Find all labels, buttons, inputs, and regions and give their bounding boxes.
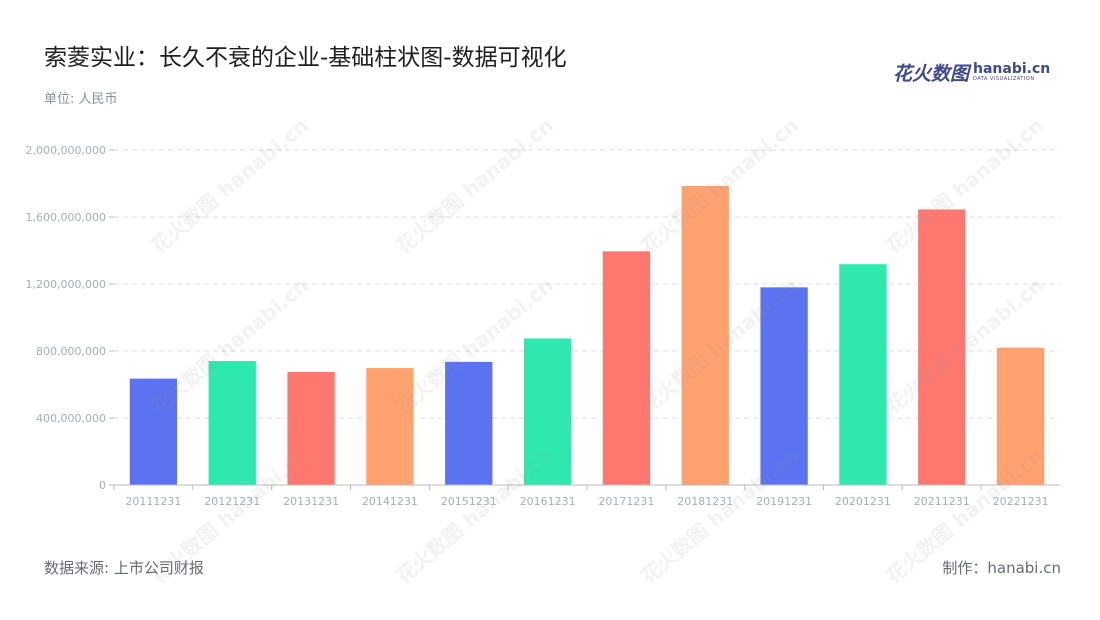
y-tick-label: 0	[99, 479, 106, 492]
x-tick-label: 20121231	[204, 495, 260, 508]
brand-logo: 花火数图 hanabi.cn DATA VISUALIZATION	[893, 58, 1050, 86]
chart-title: 索菱实业：长久不衰的企业-基础柱状图-数据可视化	[44, 45, 567, 71]
bars	[129, 186, 1045, 485]
bar-20141231[interactable]	[366, 368, 414, 485]
x-tick-label: 20111231	[125, 495, 181, 508]
y-axis-ticks: 0 400,000,000 800,000,000 1,200,000,000 1,60…	[26, 144, 114, 492]
x-tick-label: 20181231	[677, 495, 733, 508]
y-tick-label: 400,000,000	[36, 412, 106, 425]
bar-20191231[interactable]	[760, 287, 808, 485]
x-tick-label: 20221231	[993, 495, 1049, 508]
credit-text: 制作：hanabi.cn	[942, 559, 1061, 577]
bar-20211231[interactable]	[918, 209, 966, 485]
y-tick-label: 800,000,000	[36, 345, 106, 358]
bar-20171231[interactable]	[602, 251, 651, 485]
bar-20221231[interactable]	[996, 347, 1045, 485]
bar-20201231[interactable]	[839, 264, 887, 485]
y-tick-label: 1,600,000,000	[26, 211, 106, 224]
bar-20181231[interactable]	[681, 186, 729, 485]
x-tick-label: 20151231	[441, 495, 497, 508]
logo-en-block: hanabi.cn DATA VISUALIZATION	[973, 62, 1050, 82]
grid-lines	[114, 149, 1060, 419]
logo-en-text: hanabi.cn	[973, 61, 1051, 77]
logo-en-subtext: DATA VISUALIZATION	[973, 76, 1035, 82]
x-tick-label: 20201231	[835, 495, 891, 508]
y-tick-label: 2,000,000,000	[26, 144, 106, 157]
bar-20121231[interactable]	[208, 361, 256, 485]
x-tick-label: 20191231	[756, 495, 812, 508]
data-source: 数据来源: 上市公司财报	[44, 559, 204, 577]
x-tick-label: 20141231	[362, 495, 418, 508]
x-axis-ticks: 20111231 20121231 20131231 20141231 20151231…	[113, 485, 1049, 508]
unit-label: 单位: 人民币	[44, 92, 118, 107]
x-tick-label: 20171231	[598, 495, 654, 508]
x-tick-label: 20131231	[283, 495, 339, 508]
x-tick-label: 20211231	[914, 495, 970, 508]
bar-20161231[interactable]	[523, 338, 572, 485]
logo-cn-text: 花火数图	[893, 62, 970, 85]
bar-20151231[interactable]	[445, 361, 493, 485]
y-tick-label: 1,200,000,000	[26, 278, 106, 291]
bar-20131231[interactable]	[287, 371, 335, 485]
x-tick-label: 20161231	[520, 495, 576, 508]
bar-20111231[interactable]	[129, 378, 178, 485]
